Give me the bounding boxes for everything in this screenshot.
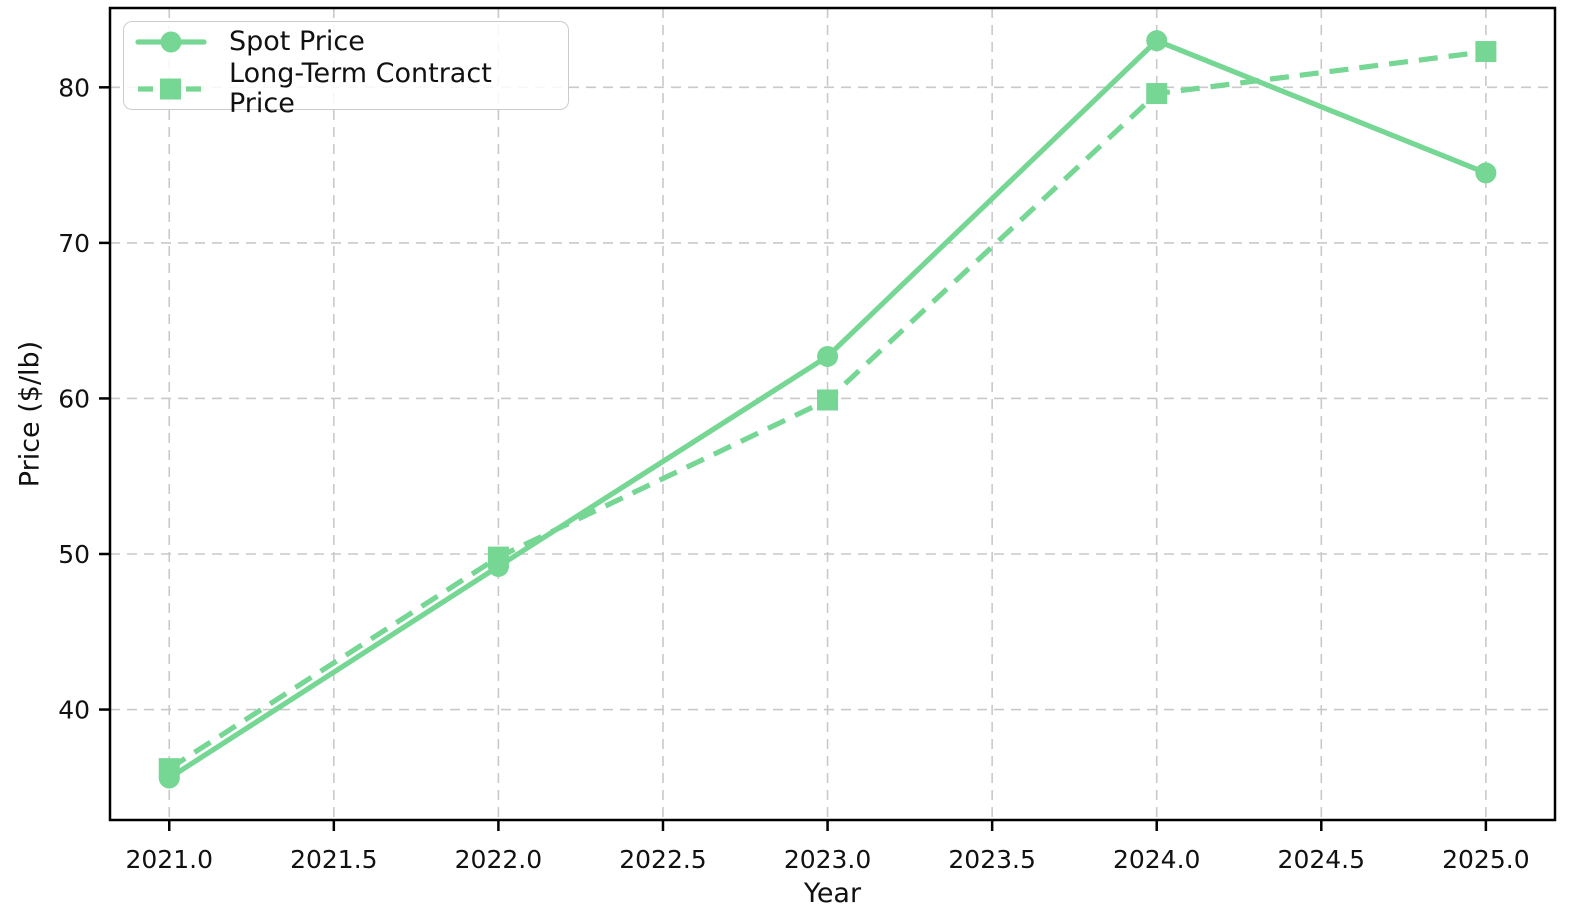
x-tick-label: 2024.0 [1113,845,1200,874]
data-point-circle [1475,162,1497,184]
x-tick-label: 2025.0 [1442,845,1529,874]
x-tick-label: 2021.5 [290,845,377,874]
axes-frame [108,6,1557,822]
x-tick-label: 2022.5 [619,845,706,874]
y-tick-label: 40 [58,696,90,725]
x-tick-label: 2024.5 [1278,845,1365,874]
y-axis-label: Price ($/lb) [14,340,46,488]
legend-square-marker-icon [160,78,181,100]
x-tick-label: 2023.0 [784,845,871,874]
y-tick-label: 70 [58,229,90,258]
legend-item-long-term-contract-price: Long-Term Contract Price [133,59,554,118]
y-tick-label: 80 [58,73,90,102]
x-tick-label: 2022.0 [455,845,542,874]
data-point-square [817,389,839,411]
x-tick-label: 2021.0 [126,845,213,874]
data-point-circle [817,345,839,367]
data-point-square [158,758,180,780]
x-tick-label: 2023.5 [948,845,1035,874]
legend-label-spot-price: Spot Price [229,26,365,58]
legend-label-long-term-contract-price: Long-Term Contract Price [229,58,492,119]
legend-circle-marker-icon [160,31,182,53]
data-point-square [487,546,509,568]
data-point-square [1475,41,1497,63]
data-point-circle [1146,30,1168,52]
x-axis-label: Year [803,878,862,909]
y-tick-label: 50 [58,540,90,569]
spot-price-line-sample-icon [135,31,207,53]
legend-item-spot-price: Spot Price [133,25,554,59]
data-point-square [1146,83,1168,105]
y-tick-label: 60 [58,384,90,413]
legend: Spot Price Long-Term Contract Price [123,21,569,118]
long-term-line-sample-icon [138,78,204,100]
